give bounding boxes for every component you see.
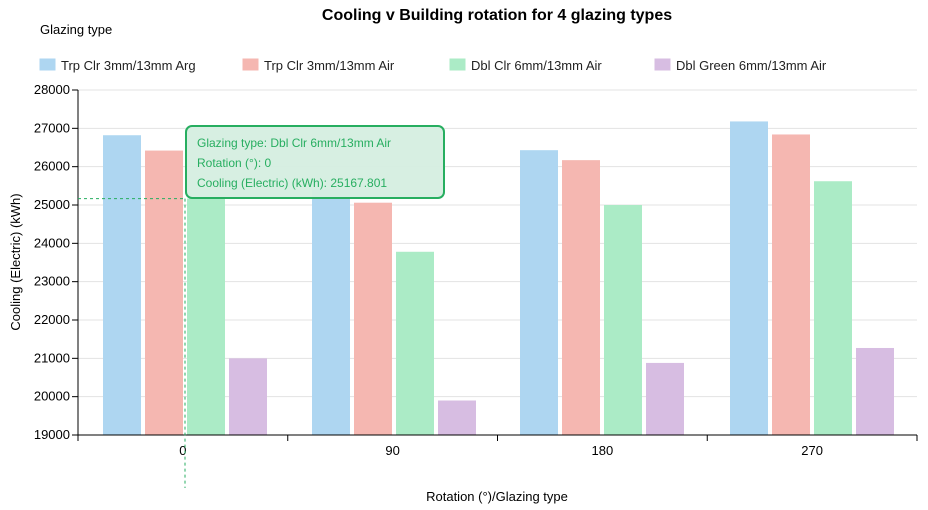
legend-label: Trp Clr 3mm/13mm Air — [264, 58, 395, 73]
y-tick-label: 27000 — [34, 120, 70, 135]
legend-swatch — [654, 58, 671, 71]
x-tick-label: 90 — [385, 443, 399, 458]
y-tick-label: 20000 — [34, 389, 70, 404]
bar[interactable] — [396, 251, 434, 435]
x-tick-label: 0 — [179, 443, 186, 458]
legend-swatch — [39, 58, 56, 71]
tooltip-line: Cooling (Electric) (kWh): 25167.801 — [197, 176, 387, 190]
y-tick-label: 23000 — [34, 274, 70, 289]
bar[interactable] — [354, 202, 392, 435]
bar[interactable] — [562, 160, 600, 435]
y-tick-label: 26000 — [34, 159, 70, 174]
y-tick-label: 21000 — [34, 350, 70, 365]
tooltip-box — [185, 125, 445, 199]
bar[interactable] — [814, 181, 852, 435]
bars — [103, 121, 894, 436]
chart-title: Cooling v Building rotation for 4 glazin… — [322, 7, 672, 24]
legend-title: Glazing type — [40, 22, 112, 37]
bar[interactable] — [145, 150, 183, 436]
bar[interactable] — [856, 347, 894, 435]
legend-item[interactable]: Trp Clr 3mm/13mm Air — [242, 58, 395, 73]
legend-label: Dbl Green 6mm/13mm Air — [676, 58, 827, 73]
tooltip: Glazing type: Dbl Clr 6mm/13mm Air Rotati… — [78, 125, 445, 488]
y-tick-label: 22000 — [34, 312, 70, 327]
legend-item[interactable]: Trp Clr 3mm/13mm Arg — [39, 58, 196, 73]
x-tick-label: 270 — [801, 443, 823, 458]
y-tick-label: 25000 — [34, 197, 70, 212]
bar[interactable] — [772, 134, 810, 435]
bar[interactable] — [646, 362, 684, 435]
y-tick-label: 28000 — [34, 82, 70, 97]
legend-swatch — [449, 58, 466, 71]
y-tick-label: 19000 — [34, 427, 70, 442]
legend[interactable]: Trp Clr 3mm/13mm Arg Trp Clr 3mm/13mm Air… — [39, 58, 827, 73]
axes: 19000 20000 21000 22000 23000 24000 25000 26000… — [34, 82, 918, 458]
tooltip-line: Rotation (°): 0 — [197, 156, 271, 170]
y-tick-label: 24000 — [34, 235, 70, 250]
y-axis-label: Cooling (Electric) (kWh) — [8, 193, 23, 330]
legend-label: Dbl Clr 6mm/13mm Air — [471, 58, 602, 73]
bar[interactable] — [187, 198, 225, 435]
bar[interactable] — [438, 400, 476, 436]
legend-item[interactable]: Dbl Green 6mm/13mm Air — [654, 58, 827, 73]
legend-item[interactable]: Dbl Clr 6mm/13mm Air — [449, 58, 602, 73]
bar[interactable] — [520, 150, 558, 435]
bar[interactable] — [604, 205, 642, 435]
x-axis-label: Rotation (°)/Glazing type — [426, 489, 568, 504]
x-tick-label: 180 — [592, 443, 614, 458]
legend-label: Trp Clr 3mm/13mm Arg — [61, 58, 196, 73]
tooltip-line: Glazing type: Dbl Clr 6mm/13mm Air — [197, 136, 391, 150]
bar[interactable] — [730, 121, 768, 435]
bar[interactable] — [103, 135, 141, 435]
bar[interactable] — [312, 189, 350, 435]
legend-swatch — [242, 58, 259, 71]
bar[interactable] — [229, 358, 267, 435]
